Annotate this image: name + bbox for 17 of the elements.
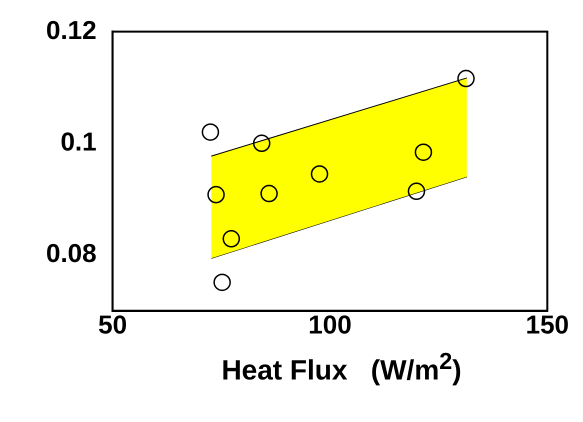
x-tick-label: 150 — [526, 310, 570, 340]
y-tick-label: 0.12 — [46, 14, 97, 45]
point — [414, 143, 432, 161]
point — [252, 134, 270, 152]
x-tick-label: 100 — [308, 310, 352, 340]
x-tick-label: 50 — [98, 310, 128, 340]
point — [202, 123, 220, 141]
point — [310, 165, 328, 183]
x-axis-title: Heat Flux (W/m$^{2}$) — [220, 348, 463, 386]
point — [207, 186, 225, 204]
point — [222, 230, 240, 248]
point — [408, 182, 426, 200]
y-tick-label: 0.1 — [60, 126, 97, 156]
point — [457, 70, 475, 88]
y-tick-label: 0.08 — [46, 238, 97, 268]
point — [213, 274, 231, 292]
point — [260, 184, 278, 202]
